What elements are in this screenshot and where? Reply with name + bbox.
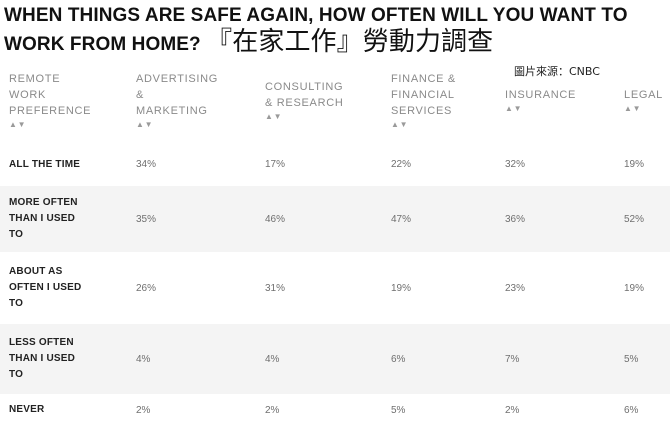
- sort-icon[interactable]: ▲▼: [9, 120, 27, 129]
- table-cell: 5%: [391, 404, 406, 416]
- sort-icon[interactable]: ▲▼: [136, 120, 154, 129]
- row-label: LESS OFTEN THAN I USED TO: [0, 324, 127, 394]
- headline-chinese: 『在家工作』勞動力調查: [206, 27, 494, 57]
- column-header-line: LEGAL: [624, 89, 663, 101]
- headline: WHEN THINGS ARE SAFE AGAIN, HOW OFTEN WI…: [4, 2, 670, 58]
- column-header-line: & RESEARCH: [265, 97, 344, 109]
- row-label: ABOUT AS OFTEN I USED TO: [9, 266, 82, 309]
- sort-icon[interactable]: ▲▼: [391, 120, 409, 129]
- column-header-line: MARKETING: [136, 105, 208, 117]
- table-cell: 19%: [624, 282, 645, 294]
- table-cell: 5%: [615, 324, 670, 394]
- table-cell: 2%: [136, 404, 151, 416]
- table-cell: 31%: [265, 282, 286, 294]
- column-header-line: CONSULTING: [265, 81, 344, 93]
- column-header-remote-work-preference[interactable]: REMOTE WORK PREFERENCE ▲▼: [0, 65, 127, 143]
- table-cell: 4%: [256, 324, 382, 394]
- table-row: NEVER 2% 2% 5% 2% 6%: [0, 394, 670, 426]
- table-cell: 22%: [391, 159, 412, 170]
- header-row: REMOTE WORK PREFERENCE ▲▼ ADVERTISING & …: [0, 65, 670, 143]
- row-label: MORE OFTEN THAN I USED TO: [0, 186, 127, 252]
- table-row: LESS OFTEN THAN I USED TO 4% 4% 6% 7% 5%: [0, 324, 670, 394]
- column-header-line: &: [136, 89, 145, 101]
- table-cell: 2%: [505, 404, 520, 416]
- sort-icon[interactable]: ▲▼: [624, 104, 642, 113]
- sort-icon[interactable]: ▲▼: [265, 112, 283, 121]
- row-label: NEVER: [9, 404, 45, 415]
- table-cell: 32%: [505, 159, 526, 170]
- column-header-legal[interactable]: LEGAL ▲▼: [615, 65, 670, 143]
- column-header-line: PREFERENCE: [9, 105, 92, 117]
- table-cell: 34%: [136, 159, 157, 170]
- table-cell: 26%: [136, 282, 157, 294]
- table-row: ALL THE TIME 34% 17% 22% 32% 19%: [0, 143, 670, 186]
- table-row: MORE OFTEN THAN I USED TO 35% 46% 47% 36% …: [0, 186, 670, 252]
- column-header-consulting-research[interactable]: CONSULTING & RESEARCH ▲▼: [256, 65, 382, 143]
- table-cell: 19%: [391, 282, 412, 294]
- table-cell: 4%: [127, 324, 256, 394]
- table-row: ABOUT AS OFTEN I USED TO 26% 31% 19% 23% 1…: [0, 252, 670, 324]
- table-cell: 2%: [265, 404, 280, 416]
- row-label: ALL THE TIME: [9, 158, 81, 170]
- column-header-line: REMOTE: [9, 73, 61, 85]
- table-cell: 19%: [624, 159, 645, 170]
- column-header-line: INSURANCE: [505, 89, 577, 101]
- sort-icon[interactable]: ▲▼: [505, 104, 523, 113]
- column-header-insurance[interactable]: INSURANCE ▲▼: [496, 65, 615, 143]
- headline-english: WHEN THINGS ARE SAFE AGAIN, HOW OFTEN WI…: [4, 5, 628, 55]
- column-header-line: FINANCE &: [391, 73, 456, 85]
- table-cell: 52%: [615, 186, 670, 252]
- table-cell: 17%: [265, 159, 286, 170]
- table-cell: 7%: [496, 324, 615, 394]
- column-header-advertising-marketing[interactable]: ADVERTISING & MARKETING ▲▼: [127, 65, 256, 143]
- table-cell: 23%: [505, 282, 526, 294]
- column-header-line: ADVERTISING: [136, 73, 219, 85]
- column-header-finance-financial-services[interactable]: FINANCE & FINANCIAL SERVICES ▲▼: [382, 65, 496, 143]
- survey-table: REMOTE WORK PREFERENCE ▲▼ ADVERTISING & …: [0, 65, 670, 426]
- table-cell: 46%: [256, 186, 382, 252]
- table-cell: 35%: [127, 186, 256, 252]
- table-cell: 6%: [382, 324, 496, 394]
- column-header-line: WORK: [9, 89, 47, 101]
- table-cell: 6%: [624, 404, 639, 416]
- column-header-line: SERVICES: [391, 105, 453, 117]
- table-cell: 36%: [496, 186, 615, 252]
- column-header-line: FINANCIAL: [391, 89, 455, 101]
- image-credit: 圖片來源：CNBC: [514, 65, 600, 78]
- table-cell: 47%: [382, 186, 496, 252]
